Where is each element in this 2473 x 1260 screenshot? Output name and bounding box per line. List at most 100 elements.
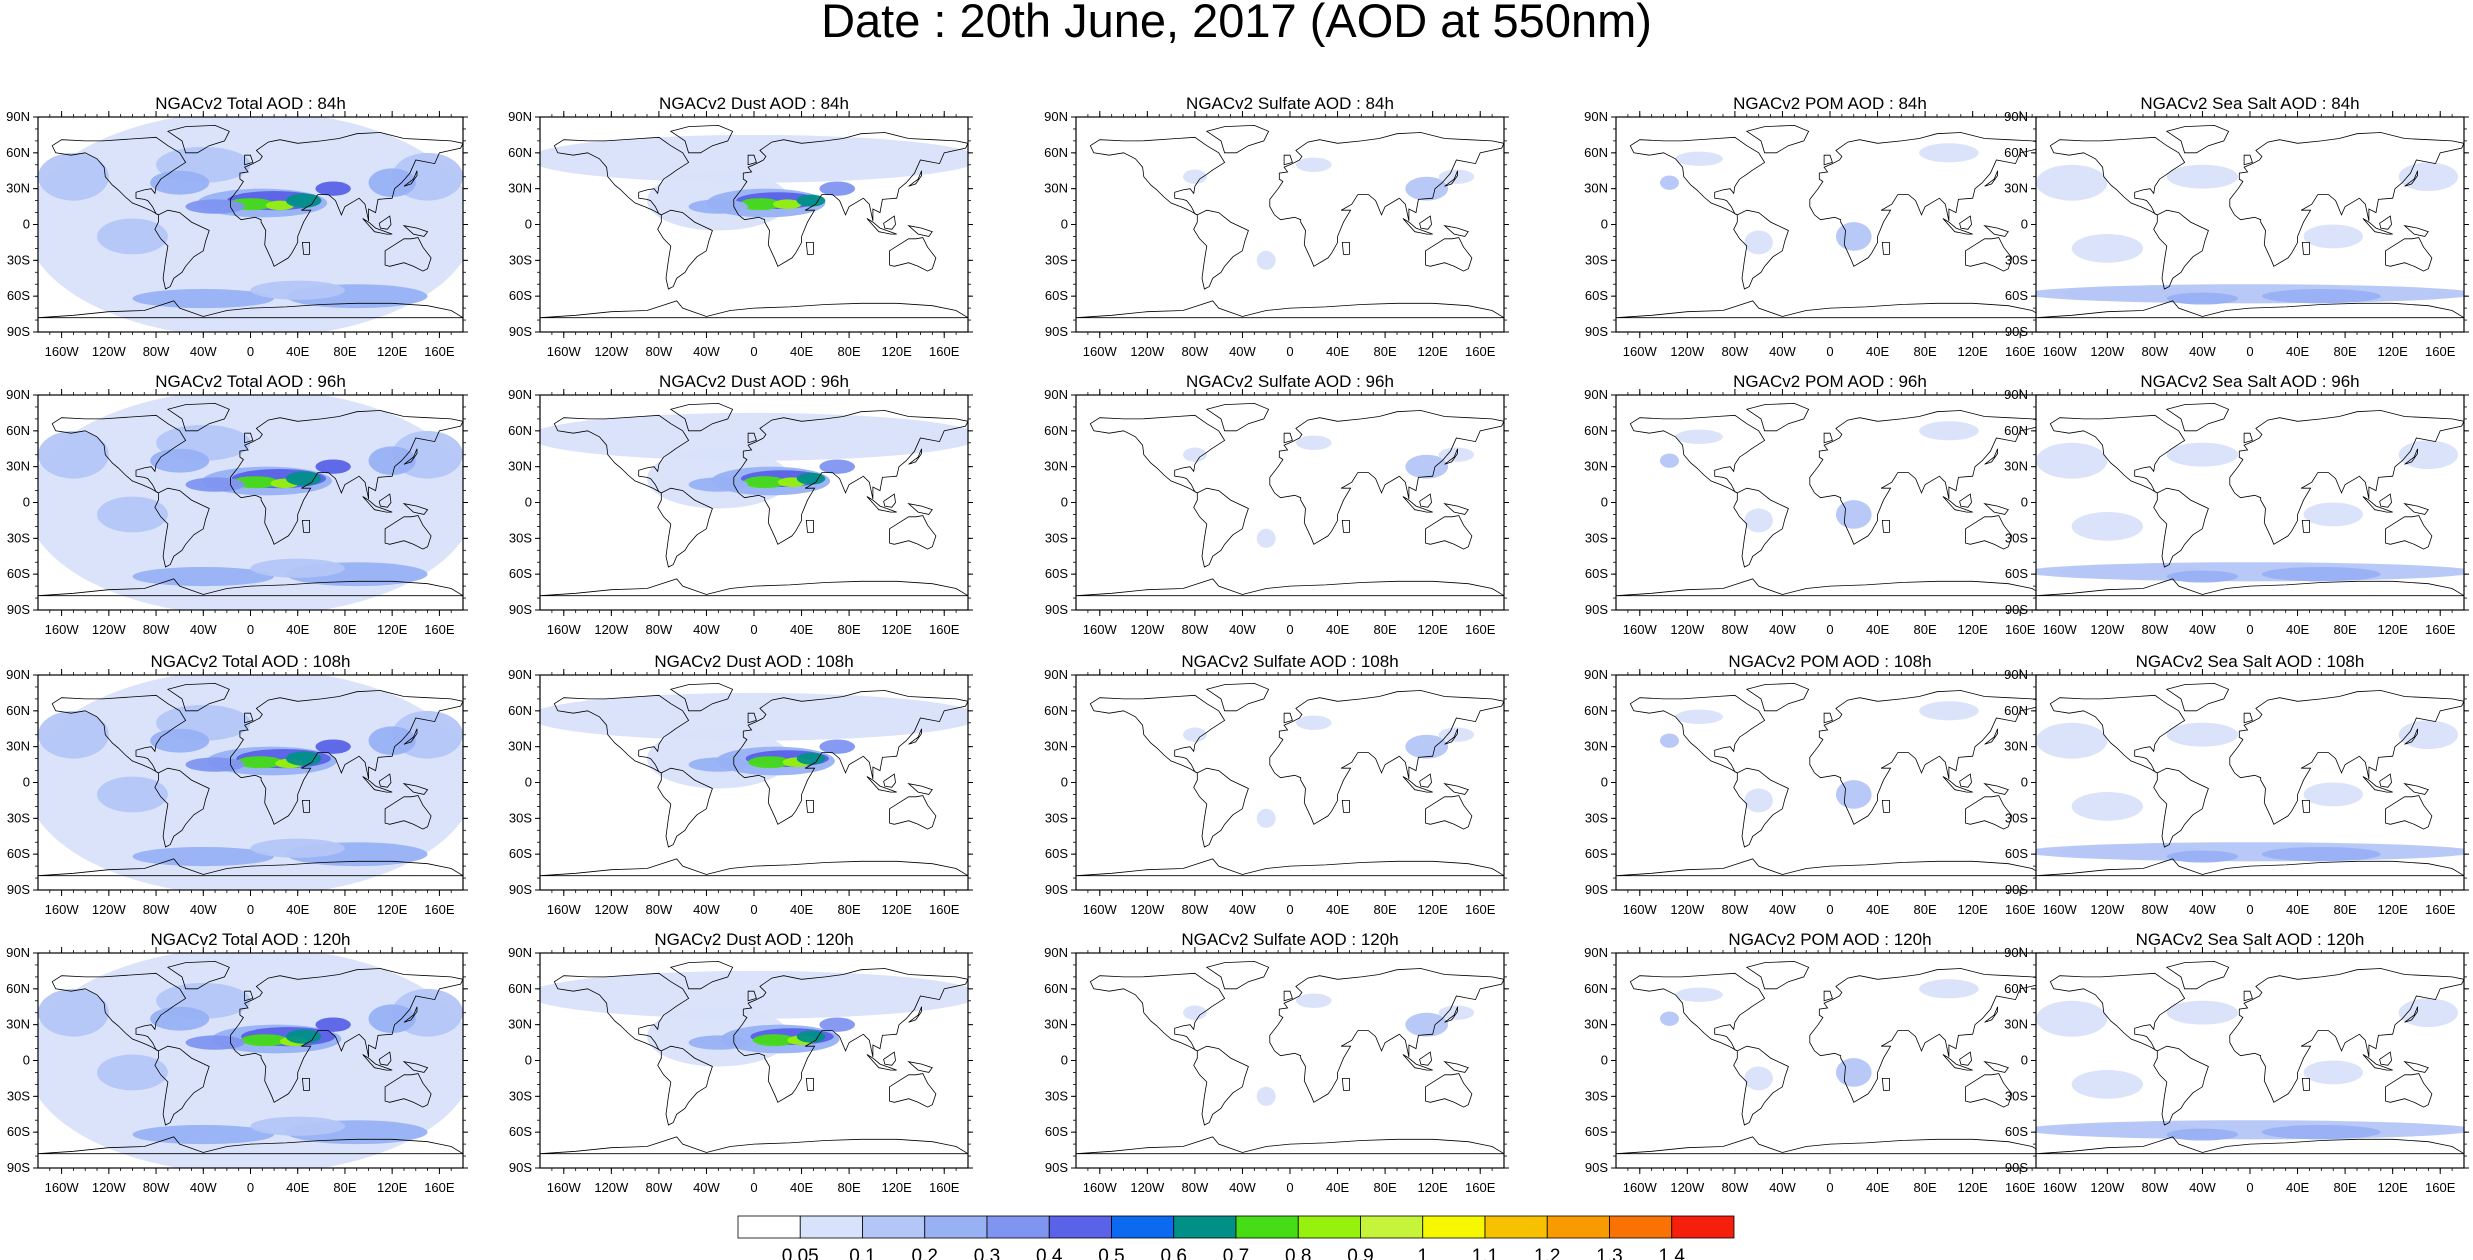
lon-tick-label: 160E [2005,902,2036,917]
colorbar-label: 1.1 [1472,1246,1498,1260]
lon-tick-label: 80W [1722,1180,1749,1195]
lon-tick-label: 120E [881,1180,912,1195]
lat-tick-label: 90N [508,667,532,682]
lon-tick-label: 80E [333,344,356,359]
colorbar-label: 0.5 [1098,1246,1124,1260]
lat-tick-label: 30S [1585,1088,1608,1103]
map-panel-dust-84h: NGACv2 Dust AOD : 84h 90N 60N 30N 0 30S 60S 90S… [508,94,973,359]
lon-tick-label: 120W [594,1180,629,1195]
lon-tick-label: 160W [1623,1180,1658,1195]
lat-tick-label: 90S [7,882,30,897]
lon-tick-label: 160E [2005,344,2036,359]
lat-tick-label: 0 [1601,1053,1608,1068]
lon-tick-label: 0 [247,622,254,637]
lat-tick-label: 60N [1584,423,1608,438]
lat-tick-label: 30S [2005,810,2028,825]
lon-tick-label: 40W [190,622,217,637]
map-panel-dust-120h: NGACv2 Dust AOD : 120h 90N 60N 30N 0 30S 60S 90… [508,930,973,1195]
lon-tick-label: 120W [2090,344,2125,359]
lat-tick-label: 0 [2021,775,2028,790]
lat-tick-label: 60S [7,1124,30,1139]
lon-tick-label: 40W [190,902,217,917]
lon-tick-label: 160E [2425,1180,2456,1195]
lat-tick-label: 30N [1584,1017,1608,1032]
lat-tick-label: 0 [23,1053,30,1068]
lat-tick-label: 60N [1044,981,1068,996]
lon-tick-label: 80E [1374,1180,1397,1195]
lon-tick-label: 120E [881,344,912,359]
aod-field [38,395,463,610]
lon-tick-label: 160W [2043,902,2078,917]
lat-tick-label: 90N [2004,109,2028,124]
lat-tick-label: 90N [2004,387,2028,402]
lon-tick-label: 120E [1957,344,1988,359]
lat-tick-label: 60N [6,423,30,438]
lat-tick-label: 0 [23,775,30,790]
lon-tick-label: 80E [333,622,356,637]
lon-tick-label: 80W [646,902,673,917]
colorbar-label: 0.7 [1223,1246,1249,1260]
lat-tick-label: 60S [509,1124,532,1139]
aod-field [38,675,463,890]
colorbar-label: 0.3 [974,1246,1000,1260]
lat-tick-label: 90N [6,667,30,682]
lon-tick-label: 80W [2142,344,2169,359]
lon-tick-label: 0 [2246,344,2253,359]
panel-title: NGACv2 Sulfate AOD : 96h [1186,372,1394,391]
lon-tick-label: 120E [1417,1180,1448,1195]
lat-tick-label: 60N [6,145,30,160]
aod-field [2036,675,2464,890]
lon-tick-label: 80W [1722,622,1749,637]
map-panel-total-96h: NGACv2 Total AOD : 96h 90N 60N 30N 0 30S 60S 90… [6,372,468,637]
lat-tick-label: 30N [508,181,532,196]
map-panel-seasalt-84h: NGACv2 Sea Salt AOD : 84h 90N 60N 30N 0 30S 60… [2004,94,2469,359]
lon-tick-label: 80E [2334,622,2357,637]
colorbar-swatch [1173,1215,1237,1239]
lon-tick-label: 120E [377,1180,408,1195]
aod-field [1076,117,1504,332]
lon-tick-label: 120W [92,344,127,359]
lon-tick-label: 80W [2142,622,2169,637]
lat-tick-label: 0 [1601,775,1608,790]
lat-tick-label: 90N [1044,109,1068,124]
lon-tick-label: 80E [838,1180,861,1195]
map-panel-pom-96h: NGACv2 POM AOD : 96h 90N 60N 30N 0 30S 60S 90S 1… [1584,372,2049,637]
lon-tick-label: 160E [424,344,455,359]
lat-tick-label: 0 [2021,217,2028,232]
lon-tick-label: 120W [1670,902,1705,917]
aod-field [38,953,463,1168]
lon-tick-label: 80W [646,622,673,637]
lon-tick-label: 40E [1326,1180,1349,1195]
lat-tick-label: 60N [1584,145,1608,160]
lat-tick-label: 90N [508,109,532,124]
lat-tick-label: 90S [2005,882,2028,897]
lon-tick-label: 0 [1286,622,1293,637]
lon-tick-label: 40E [1326,902,1349,917]
lon-tick-label: 80W [2142,902,2169,917]
lon-tick-label: 120W [2090,1180,2125,1195]
lon-tick-label: 120E [2377,622,2408,637]
lat-tick-label: 60S [2005,566,2028,581]
lon-tick-label: 160W [2043,622,2078,637]
lon-tick-label: 40E [286,622,309,637]
lon-tick-label: 0 [750,1180,757,1195]
lat-tick-label: 30S [509,810,532,825]
colorbar-label: 0.8 [1285,1246,1311,1260]
lon-tick-label: 120W [1130,622,1165,637]
lon-tick-label: 160W [1083,902,1118,917]
lat-tick-label: 90S [1585,602,1608,617]
lon-tick-label: 0 [1286,1180,1293,1195]
lon-tick-label: 160E [1465,1180,1496,1195]
lon-tick-label: 120W [1130,902,1165,917]
lat-tick-label: 30S [2005,530,2028,545]
map-panel-total-108h: NGACv2 Total AOD : 108h 90N 60N 30N 0 30S 60S 9… [6,652,468,917]
lat-tick-label: 90N [2004,945,2028,960]
panel-title: NGACv2 Total AOD : 108h [150,652,350,671]
colorbar-swatch [1111,1215,1175,1239]
lat-tick-label: 0 [525,1053,532,1068]
lon-tick-label: 0 [750,344,757,359]
colorbar-label: 0.4 [1036,1246,1063,1260]
lon-tick-label: 80W [1182,1180,1209,1195]
lat-tick-label: 30N [508,739,532,754]
